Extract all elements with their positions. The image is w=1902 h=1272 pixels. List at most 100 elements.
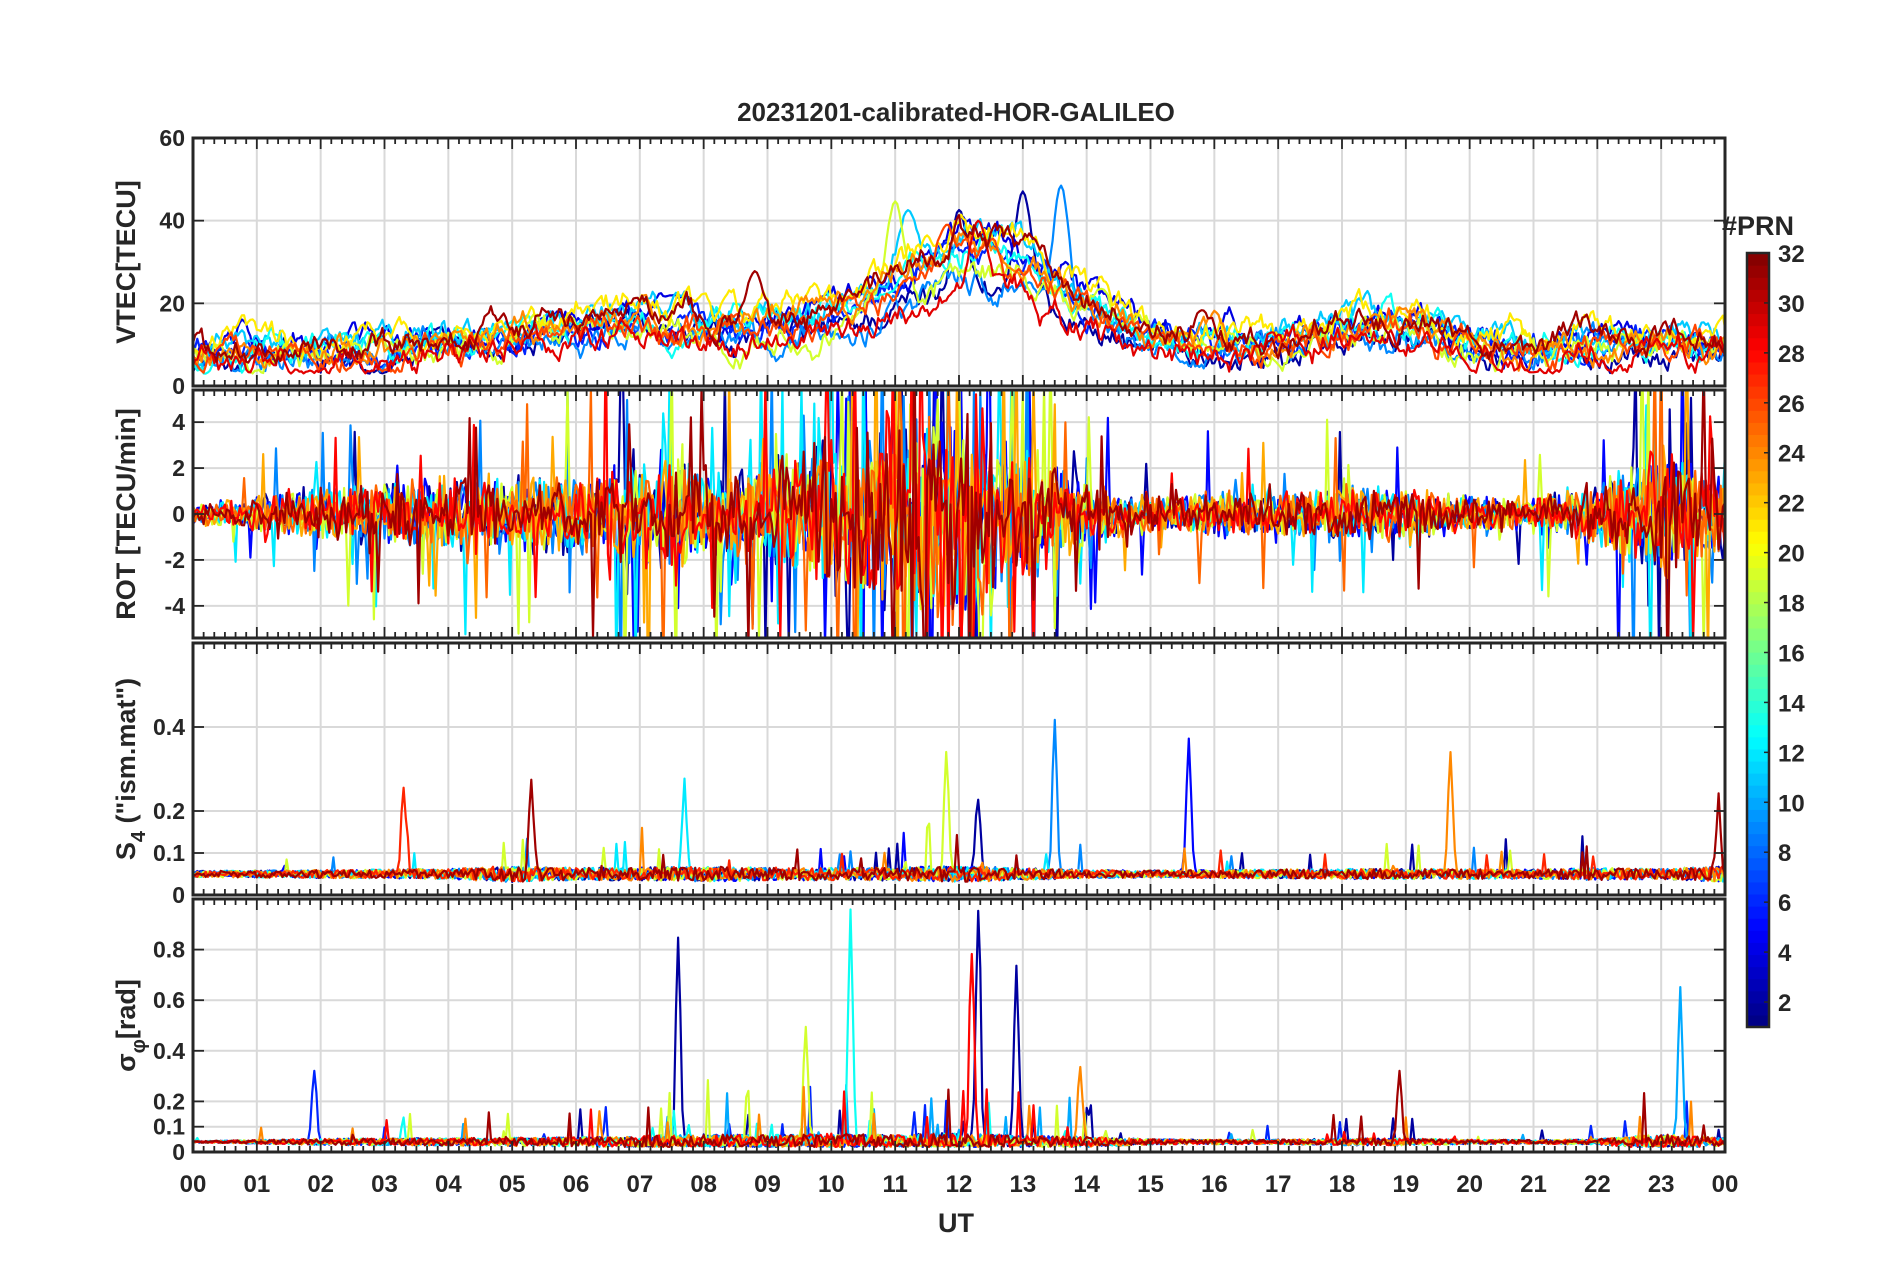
colorbar-tick-label: 10 — [1778, 790, 1805, 817]
x-tick-label: 00 — [180, 1171, 207, 1198]
colorbar-segment — [1747, 277, 1769, 290]
colorbar-segment — [1747, 531, 1769, 544]
series-vtec — [193, 184, 1725, 375]
colorbar-frame — [1745, 251, 1771, 1029]
colorbar-segment — [1747, 386, 1769, 399]
colorbar-segment — [1747, 942, 1769, 956]
colorbar-segment — [1747, 785, 1769, 798]
y-axis-label-rot: ROT [TECU/min] — [111, 408, 141, 619]
colorbar-tick-label: 4 — [1778, 940, 1792, 967]
colorbar-segment — [1747, 748, 1769, 762]
colorbar-segment — [1747, 446, 1769, 460]
y-tick-label: 0.4 — [153, 1038, 185, 1064]
x-tick-label: 23 — [1648, 1171, 1675, 1198]
colorbar-segment — [1747, 724, 1769, 738]
series-line-prn-31 — [193, 214, 1725, 365]
panel-s4: 00.10.20.4S4 ("ism.mat") — [111, 641, 1727, 908]
colorbar-segment — [1747, 494, 1769, 508]
colorbar-segment — [1747, 458, 1769, 472]
colorbar-tick-label: 28 — [1778, 341, 1805, 368]
series-line-prn-31 — [193, 778, 1725, 883]
series-rot — [193, 390, 1725, 638]
colorbar-segment — [1747, 700, 1769, 714]
y-label-main: S — [111, 842, 141, 860]
colorbar-segment — [1747, 906, 1769, 919]
colorbar-segment — [1747, 1014, 1769, 1028]
y-tick-label: 0 — [172, 501, 185, 527]
colorbar-tick-label: 24 — [1778, 441, 1805, 468]
y-axis-label-vtec: VTEC[TECU] — [111, 180, 141, 344]
y-tick-label: 4 — [172, 409, 185, 435]
y-label-main: σ — [111, 1053, 141, 1071]
ticks-vtec: 0 20 40 60 — [159, 125, 1726, 399]
y-label-rest: [rad] — [111, 979, 141, 1039]
panel-rot: -4 -2 0 2 4 ROT [TECU/min] — [111, 388, 1727, 640]
colorbar-segment — [1747, 627, 1769, 641]
colorbar-segment — [1747, 349, 1769, 363]
colorbar-segment — [1747, 773, 1769, 786]
x-tick-label: 00 — [1712, 1171, 1739, 1198]
ticks-rot: -4 -2 0 2 4 — [165, 390, 1726, 638]
colorbar-segment — [1747, 857, 1769, 871]
colorbar-segment — [1747, 325, 1769, 339]
colorbar-segment — [1747, 434, 1769, 448]
colorbar-segment — [1747, 398, 1769, 411]
x-tick-label: 19 — [1392, 1171, 1419, 1198]
y-tick-label: 0.1 — [153, 840, 185, 866]
panel-sigma: 00.10.20.40.60.8σφ[rad] — [111, 897, 1727, 1165]
x-tick-label: 02 — [307, 1171, 334, 1198]
colorbar-tick-label: 2 — [1778, 990, 1791, 1017]
y-tick-label: 0.6 — [153, 987, 185, 1013]
colorbar-segment — [1747, 422, 1769, 436]
x-axis: 00 01 02 03 04 05 06 07 08 09 10 11 12 13 14 15 16 17 18 19… — [180, 1171, 1739, 1198]
x-tick-label: 09 — [754, 1171, 781, 1198]
y-label-sub: 4 — [128, 830, 150, 842]
colorbar-segment — [1747, 543, 1769, 556]
series-line-prn-26 — [193, 223, 1725, 374]
x-axis-label: UT — [938, 1208, 974, 1238]
colorbar-segment — [1747, 265, 1769, 278]
colorbar-segment — [1747, 760, 1769, 774]
y-tick-label: 0.2 — [153, 798, 185, 824]
x-tick-label: 12 — [946, 1171, 973, 1198]
colorbar-segment — [1747, 591, 1769, 605]
colorbar-tick-label: 14 — [1778, 690, 1805, 717]
y-tick-label: 0 — [172, 373, 185, 399]
x-tick-label: 07 — [626, 1171, 653, 1198]
y-tick-label: 40 — [159, 208, 185, 234]
colorbar-segment — [1747, 664, 1769, 677]
colorbar-segment — [1747, 918, 1769, 931]
colorbar-tick-label: 16 — [1778, 640, 1805, 667]
y-axis-label-s4: S4 ("ism.mat") — [111, 678, 150, 860]
ticks-sigma: 00.10.2 0.4 0.6 0.8 — [153, 899, 1726, 1165]
colorbar-tick-label: 8 — [1778, 840, 1791, 867]
colorbar-segment — [1747, 615, 1769, 629]
x-tick-label: 17 — [1265, 1171, 1292, 1198]
colorbar-segment — [1747, 797, 1769, 810]
x-tick-label: 14 — [1073, 1171, 1100, 1198]
y-tick-label: -2 — [165, 547, 185, 573]
y-label-rest: ("ism.mat") — [111, 678, 141, 831]
y-tick-label: 2 — [172, 455, 185, 481]
x-tick-label: 16 — [1201, 1171, 1228, 1198]
x-tick-label: 05 — [499, 1171, 526, 1198]
y-tick-label: 20 — [159, 290, 185, 316]
colorbar-segment — [1747, 603, 1769, 617]
colorbar-segment — [1747, 869, 1769, 883]
colorbar-segment — [1747, 966, 1769, 980]
colorbar-tick-label: 12 — [1778, 740, 1805, 767]
colorbar-segment — [1747, 893, 1769, 907]
colorbar-tick-label: 18 — [1778, 591, 1805, 618]
colorbar-segment — [1747, 361, 1769, 375]
colorbar-segment — [1747, 845, 1769, 859]
colorbar-segment — [1747, 712, 1769, 726]
colorbar-tick-label: 6 — [1778, 890, 1791, 917]
x-tick-label: 15 — [1137, 1171, 1164, 1198]
colorbar-segment — [1747, 978, 1769, 992]
y-tick-label: -4 — [165, 593, 186, 619]
colorbar-segment — [1747, 1002, 1769, 1016]
series-line-prn-27 — [193, 786, 1725, 883]
y-tick-label: 0 — [172, 1139, 185, 1165]
